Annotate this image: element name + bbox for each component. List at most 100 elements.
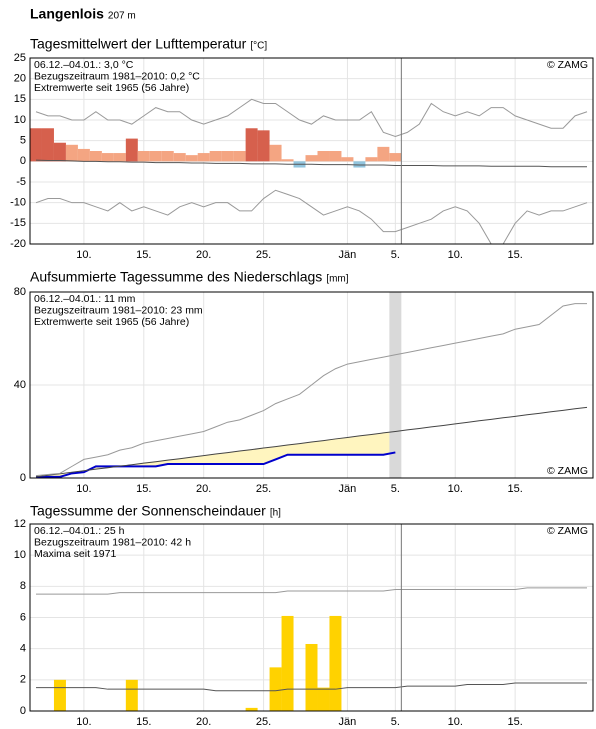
bar: [65, 144, 78, 162]
x-tick-label: 20.: [196, 716, 211, 728]
x-tick-label: 25.: [256, 716, 271, 728]
bar: [269, 144, 282, 162]
legend-note: Extremwerte seit 1965 (56 Jahre): [34, 316, 189, 328]
bar: [101, 153, 114, 162]
x-tick-label: Jän: [339, 483, 357, 495]
x-tick-label: 15.: [507, 249, 522, 261]
y-tick-label: 0: [20, 472, 26, 484]
y-tick-label: 6: [20, 611, 26, 623]
credit: © ZAMG: [547, 525, 588, 537]
legend-note: Bezugszeitraum 1981–2010: 42 h: [34, 536, 191, 548]
bar: [389, 153, 402, 162]
legend-note: Maxima seit 1971: [34, 548, 116, 560]
x-tick-label: 5.: [391, 249, 400, 261]
chart-unit: [h]: [270, 508, 281, 519]
bar: [137, 151, 150, 162]
x-tick-label: 15.: [136, 483, 151, 495]
chart-unit: [°C]: [250, 41, 267, 52]
bar: [269, 667, 282, 711]
x-tick-label: 15.: [136, 716, 151, 728]
line: [35, 98, 588, 138]
bar: [341, 157, 354, 162]
y-tick-label: 0: [20, 155, 26, 167]
bar: [113, 153, 126, 162]
legend-note: 06.12.–04.01.: 11 mm: [34, 293, 136, 305]
x-tick-label: 20.: [196, 249, 211, 261]
line: [35, 189, 588, 245]
station-name: Langenlois: [30, 6, 104, 22]
x-tick-label: 10.: [448, 716, 463, 728]
line: [35, 451, 396, 478]
y-tick-label: 12: [14, 518, 26, 530]
bar: [209, 151, 222, 162]
legend-note: Bezugszeitraum 1981–2010: 0,2 °C: [34, 70, 200, 82]
bar: [245, 707, 258, 711]
x-tick-label: 15.: [136, 249, 151, 261]
bar: [77, 148, 90, 162]
y-tick-label: 15: [14, 93, 26, 105]
bar: [233, 151, 246, 162]
y-tick-label: 20: [14, 73, 26, 85]
bar: [149, 151, 162, 162]
bar: [317, 151, 330, 162]
y-tick-label: 10: [14, 549, 26, 561]
legend-note: 06.12.–04.01.: 25 h: [34, 525, 125, 537]
bar: [365, 157, 378, 162]
bar: [317, 687, 330, 711]
x-tick-label: 10.: [76, 716, 91, 728]
line: [35, 406, 588, 478]
x-tick-label: 10.: [76, 483, 91, 495]
chart-title: Tagesmittelwert der Lufttemperatur: [30, 36, 247, 52]
plot-frame: [29, 523, 594, 712]
credit: © ZAMG: [547, 465, 588, 477]
x-tick-label: 25.: [256, 249, 271, 261]
chart-title: Tagessumme der Sonnenscheindauer: [30, 503, 266, 519]
plot-frame: [29, 57, 594, 245]
x-tick-label: 5.: [391, 716, 400, 728]
y-tick-label: -10: [10, 197, 26, 209]
bar: [377, 146, 390, 162]
y-tick-label: 5: [20, 135, 26, 147]
bar: [125, 138, 138, 162]
x-tick-label: 25.: [256, 483, 271, 495]
y-tick-label: 40: [14, 379, 26, 391]
y-tick-label: -15: [10, 217, 26, 229]
bar: [53, 142, 66, 162]
y-tick-label: 2: [20, 674, 26, 686]
line: [35, 682, 588, 692]
station-elevation: 207 m: [108, 11, 136, 22]
bar: [281, 159, 294, 162]
bar: [125, 679, 138, 711]
y-tick-label: 10: [14, 114, 26, 126]
bar: [89, 151, 102, 162]
line: [35, 587, 588, 595]
x-tick-label: 10.: [76, 249, 91, 261]
credit: © ZAMG: [547, 59, 588, 71]
y-tick-label: -5: [16, 176, 26, 188]
bar: [221, 151, 234, 162]
current-day-band: [389, 292, 402, 478]
y-tick-label: 80: [14, 286, 26, 298]
bar: [353, 161, 366, 168]
bar: [245, 128, 258, 162]
x-tick-label: 10.: [448, 249, 463, 261]
x-tick-label: 15.: [507, 716, 522, 728]
x-tick-label: Jän: [339, 249, 357, 261]
line: [35, 159, 588, 168]
bar: [161, 151, 174, 162]
y-tick-label: 8: [20, 580, 26, 592]
bar: [329, 615, 342, 711]
x-tick-label: 10.: [448, 483, 463, 495]
bar: [305, 155, 318, 162]
bar: [329, 151, 342, 162]
x-tick-label: 15.: [507, 483, 522, 495]
chart-unit: [mm]: [326, 274, 348, 285]
y-tick-label: -20: [10, 238, 26, 250]
x-tick-label: Jän: [339, 716, 357, 728]
y-tick-label: 25: [14, 52, 26, 64]
bar: [305, 643, 318, 711]
bar: [30, 128, 42, 162]
legend-note: Extremwerte seit 1965 (56 Jahre): [34, 82, 189, 94]
bar: [281, 615, 294, 711]
